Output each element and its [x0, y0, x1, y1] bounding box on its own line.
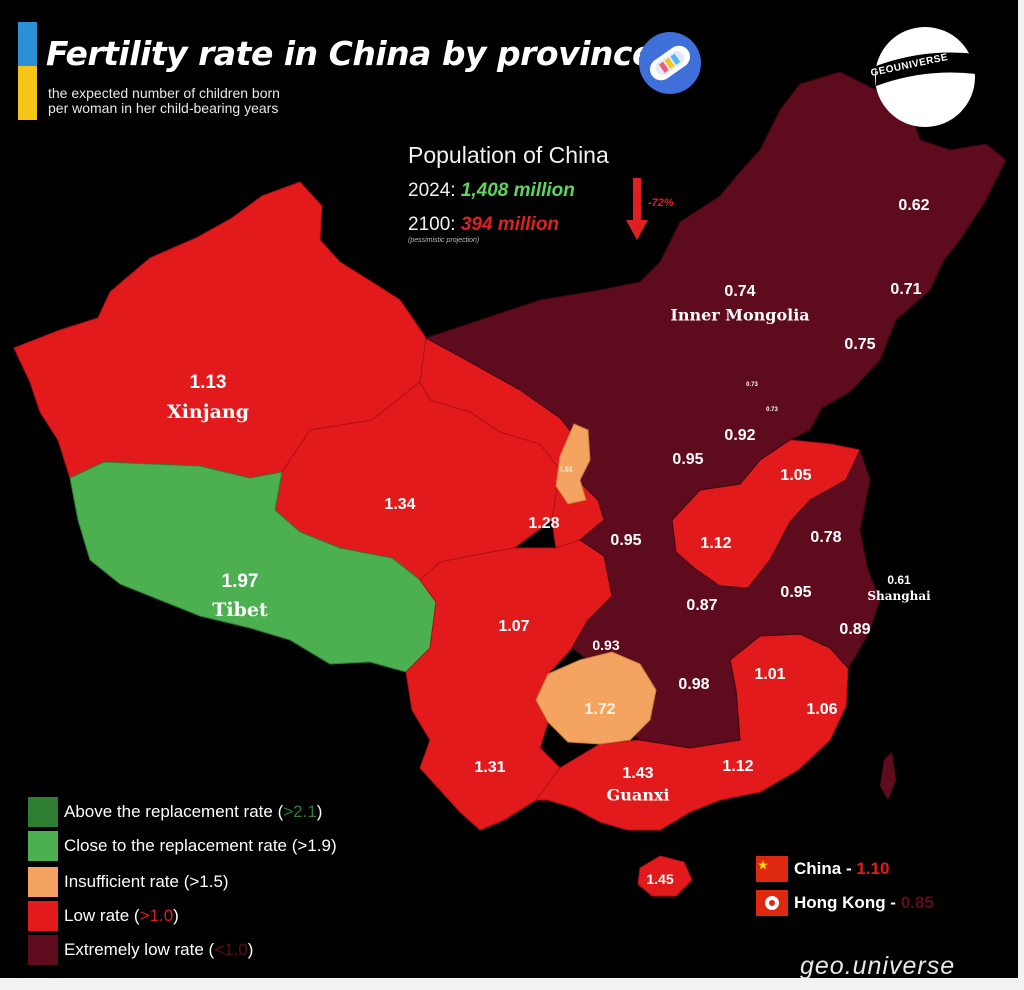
region-name: Tibet: [212, 599, 268, 621]
region-value: 0.95: [780, 584, 812, 601]
region-value: 1.07: [498, 618, 530, 635]
region-value: 1.72: [584, 701, 616, 718]
region-value: 1.28: [528, 515, 560, 532]
region-value: 0.93: [592, 637, 620, 653]
region-ningxia: [555, 423, 591, 505]
population-title: Population of China: [408, 142, 609, 168]
region-name: Guanxi: [606, 785, 670, 805]
projection-note: (pessimistic projection): [408, 237, 480, 244]
region-name: Shanghai: [867, 589, 931, 603]
pill-icon: [639, 32, 701, 94]
region-value: 0.73: [746, 382, 758, 388]
region-value: 0.78: [810, 529, 842, 546]
key-china-value: 1.10: [856, 859, 890, 878]
region-taiwan: [880, 752, 896, 800]
legend-close: ): [222, 872, 229, 891]
legend-text: Above the replacement rate (>2.1): [64, 802, 322, 822]
region-value: 0.73: [766, 407, 778, 413]
legend-threshold: >2.1: [283, 802, 317, 821]
region-value: 1.97: [221, 571, 259, 592]
region-value: 1.12: [722, 758, 754, 775]
region-value: 1.12: [700, 535, 732, 552]
population-2024: 2024: 1,408 million: [408, 180, 575, 202]
region-value: 1.05: [780, 467, 812, 484]
legend-threshold: >1.5: [189, 872, 223, 891]
region-southwest: [405, 539, 613, 831]
region-value: 1.31: [474, 759, 506, 776]
legend-close: ): [316, 802, 323, 821]
legend-close: ): [247, 940, 254, 959]
china-flag-icon: [756, 856, 788, 882]
region-value: 1.13: [189, 372, 227, 393]
legend-text: Extremely low rate (<1.0): [64, 940, 253, 960]
legend-label: Low rate (: [64, 906, 140, 925]
key-hong-kong-text: Hong Kong - 0.85: [794, 893, 934, 913]
key-china-text: China - 1.10: [794, 859, 889, 879]
legend-label: Close to the replacement rate (: [64, 836, 298, 855]
geouniverse-logo: [875, 27, 976, 127]
legend-threshold: >1.9: [297, 836, 331, 855]
region-value: 0.95: [672, 451, 704, 468]
subtitle-line-2: per woman in her child-bearing years: [48, 100, 279, 116]
legend-swatch-extremely-low: [28, 935, 58, 965]
population-2100: 2100: 394 million: [408, 214, 559, 236]
key-china-label: China -: [794, 859, 857, 878]
region-value: 0.62: [898, 197, 930, 214]
legend-label: Extremely low rate (: [64, 940, 215, 959]
legend-swatch-low: [28, 901, 58, 931]
legend-swatch-above: [28, 797, 58, 827]
page-title: Fertility rate in China by province: [46, 34, 654, 73]
legend-threshold: >1.0: [139, 906, 174, 925]
region-value: 0.61: [887, 573, 911, 587]
region-value: 1.45: [646, 871, 674, 887]
region-value: 0.71: [890, 281, 922, 298]
flag-bar-yellow: [18, 66, 37, 120]
region-name: Inner Mongolia: [670, 305, 810, 325]
region-north-central: [424, 71, 1007, 749]
region-value: 0.75: [844, 336, 876, 353]
key-hong-kong-label: Hong Kong -: [794, 893, 901, 912]
region-value: 1.51: [559, 466, 573, 474]
region-value: 0.95: [610, 532, 642, 549]
region-name: Xinjang: [166, 401, 250, 423]
subtitle-line-1: the expected number of children born: [48, 85, 280, 101]
region-value: 0.74: [724, 283, 756, 300]
legend-label: Above the replacement rate (: [64, 802, 284, 821]
region-value: 0.92: [724, 427, 756, 444]
legend-swatch-insufficient: [28, 867, 58, 897]
flag-bar-blue: [18, 22, 37, 66]
region-value: 1.06: [806, 701, 838, 718]
legend-close: ): [173, 906, 179, 925]
region-guizhou: [535, 651, 657, 745]
subtitle: the expected number of children born per…: [48, 86, 378, 116]
hong-kong-flag-icon: [756, 890, 788, 916]
region-value: 1.34: [384, 496, 416, 513]
population-2100-value: 394 million: [460, 214, 560, 235]
population-2024-value: 1,408 million: [460, 180, 575, 201]
region-value: 0.89: [839, 621, 871, 638]
region-value: 1.01: [754, 666, 786, 683]
region-hainan: [637, 855, 693, 897]
region-value: 0.87: [686, 597, 718, 614]
region-value: 0.98: [678, 676, 710, 693]
population-change: -72%: [648, 197, 674, 209]
legend-text: Low rate (>1.0): [64, 906, 179, 926]
legend-text: Close to the replacement rate (>1.9): [64, 836, 337, 856]
legend-threshold: <1.0: [214, 940, 248, 959]
population-2100-label: 2100:: [408, 214, 461, 235]
watermark: geo.universe: [800, 952, 956, 978]
key-hong-kong-value: 0.85: [900, 893, 934, 912]
legend-close: ): [330, 836, 337, 855]
population-2024-label: 2024:: [408, 180, 461, 201]
region-value: 1.43: [622, 765, 654, 782]
legend-text: Insufficient rate (>1.5): [64, 872, 229, 892]
legend-label: Insufficient rate (: [64, 872, 190, 891]
down-arrow-icon: [626, 178, 648, 240]
legend-swatch-close: [28, 831, 58, 861]
